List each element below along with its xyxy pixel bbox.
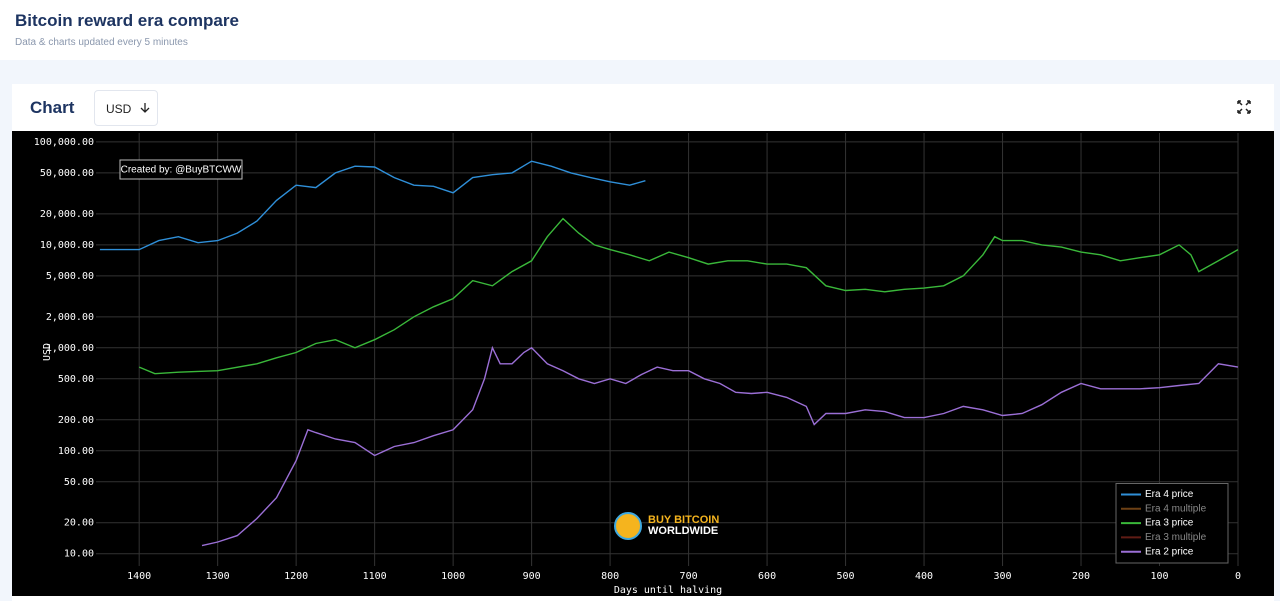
- watermark: BUY BITCOIN: [648, 514, 719, 526]
- x-tick-label: 500: [837, 571, 855, 582]
- legend-label: Era 4 multiple: [1145, 503, 1207, 514]
- x-tick-label: 100: [1150, 571, 1168, 582]
- series-line: [138, 217, 1239, 375]
- series-line: [201, 345, 1239, 547]
- y-tick-label: 100.00: [58, 446, 94, 457]
- x-tick-label: 1300: [206, 571, 230, 582]
- legend-label: Era 3 multiple: [1145, 532, 1207, 543]
- x-axis-title: Days until halving: [614, 585, 722, 596]
- expand-icon[interactable]: [1237, 100, 1251, 114]
- legend-label: Era 2 price: [1145, 546, 1194, 557]
- x-tick-label: 200: [1072, 571, 1090, 582]
- currency-select[interactable]: USD: [94, 90, 158, 126]
- card-title: Chart: [30, 98, 75, 117]
- y-tick-label: 5,000.00: [46, 271, 94, 282]
- x-tick-label: 700: [680, 571, 698, 582]
- y-tick-label: 100,000.00: [34, 137, 94, 148]
- legend-label: Era 4 price: [1145, 489, 1194, 500]
- logo-icon: [614, 512, 642, 540]
- y-tick-label: 10.00: [64, 549, 94, 560]
- watermark: WORLDWIDE: [648, 525, 718, 537]
- x-tick-label: 800: [601, 571, 619, 582]
- y-tick-label: 1,000.00: [46, 343, 94, 354]
- y-tick-label: 50,000.00: [40, 168, 94, 179]
- x-tick-label: 900: [523, 571, 541, 582]
- x-tick-label: 1000: [441, 571, 465, 582]
- page-title: Bitcoin reward era compare: [15, 11, 239, 30]
- x-tick-label: 1200: [284, 571, 308, 582]
- y-tick-label: 10,000.00: [40, 240, 94, 251]
- y-tick-label: 50.00: [64, 477, 94, 488]
- currency-label: USD: [106, 102, 132, 116]
- chart: 10.00 20.00 50.00 100.00 200.00 500.00 1,000.0…: [12, 131, 1274, 596]
- y-axis-title: USD: [42, 343, 53, 361]
- x-tick-label: 600: [758, 571, 776, 582]
- x-tick-label: 400: [915, 571, 933, 582]
- x-tick-label: 0: [1235, 571, 1241, 582]
- x-tick-label: 1100: [363, 571, 387, 582]
- y-tick-label: 20,000.00: [40, 209, 94, 220]
- annotation-box: [119, 159, 243, 180]
- page-subtitle: Data & charts updated every 5 minutes: [15, 37, 188, 48]
- y-tick-label: 200.00: [58, 415, 94, 426]
- x-tick-label: 1400: [127, 571, 151, 582]
- chart-card: Chart USD 10.00 20.00 50.00 100.00 200.00 500…: [12, 84, 1274, 601]
- x-tick-label: 300: [994, 571, 1012, 582]
- y-tick-label: 500.00: [58, 374, 94, 385]
- y-tick-label: 2,000.00: [46, 312, 94, 323]
- y-tick-label: 20.00: [64, 518, 94, 529]
- header: Bitcoin reward era compare Data & charts…: [0, 0, 1280, 60]
- arrow-icon: [140, 103, 150, 113]
- legend-label: Era 3 price: [1145, 518, 1194, 529]
- chart-background: [12, 131, 1274, 596]
- annotation: Created by: @BuyBTCWW: [121, 165, 242, 176]
- series-line: [99, 160, 646, 251]
